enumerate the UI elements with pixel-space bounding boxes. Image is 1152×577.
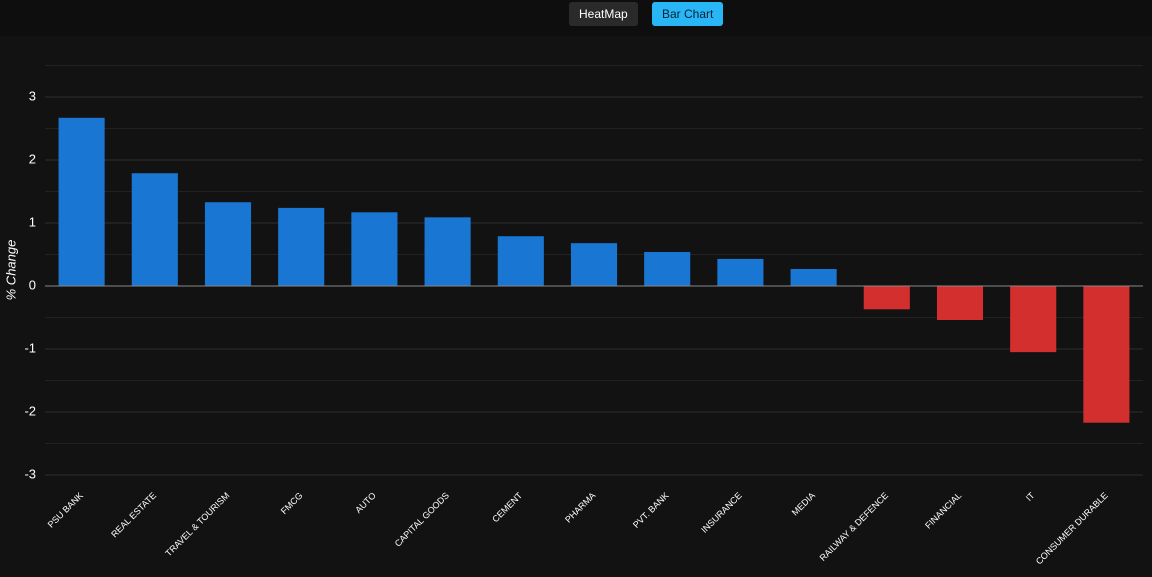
x-tick-label: CAPITAL GOODS xyxy=(393,490,451,548)
bar xyxy=(131,173,178,286)
y-tick-label: 1 xyxy=(29,214,36,229)
x-tick-label: FMCG xyxy=(279,490,305,516)
x-tick-label: IT xyxy=(1024,490,1037,503)
y-tick-label: -1 xyxy=(24,340,36,355)
grid: -3 -2 -1 0 1 2 3 xyxy=(24,65,1143,481)
y-axis-label: % Change xyxy=(3,240,18,301)
y-tick-label: 0 xyxy=(29,277,36,292)
y-tick-label: -3 xyxy=(24,466,36,481)
x-tick-label: CEMENT xyxy=(490,490,524,524)
bar xyxy=(497,236,544,286)
bar xyxy=(1010,286,1057,353)
x-tick-label: FINANCIAL xyxy=(923,490,963,530)
x-tick-label: CONSUMER DURABLE xyxy=(1034,490,1110,566)
heatmap-button[interactable]: HeatMap xyxy=(569,2,638,26)
x-tick-label: AUTO xyxy=(353,490,378,515)
bar xyxy=(58,117,105,286)
bar xyxy=(1083,286,1130,423)
bar xyxy=(936,286,984,321)
bar xyxy=(570,243,618,286)
x-tick-label: PSU BANK xyxy=(46,490,85,529)
chart: % Change -3 -2 -1 0 1 2 3 PSU BANK REAL ESTATE TR… xyxy=(3,65,1143,566)
bar xyxy=(717,258,764,286)
bar xyxy=(278,207,325,286)
x-tick-label: PHARMA xyxy=(563,490,597,524)
bar xyxy=(644,251,691,286)
bar xyxy=(424,217,471,286)
y-tick-label: 3 xyxy=(29,88,36,103)
y-tick-label: -2 xyxy=(24,403,36,418)
x-tick-label: MEDIA xyxy=(790,490,817,517)
bar xyxy=(863,286,910,310)
x-tick-label: PVT. BANK xyxy=(631,490,671,530)
x-tick-label: TRAVEL & TOURISM xyxy=(163,490,231,558)
y-tick-label: 2 xyxy=(29,151,36,166)
x-tick-label: REAL ESTATE xyxy=(109,490,158,539)
bar xyxy=(790,268,837,286)
toolbar: HeatMap Bar Chart xyxy=(0,0,1152,36)
x-tick-label: INSURANCE xyxy=(699,490,744,535)
bar xyxy=(351,212,398,286)
x-tick-label: RAILWAY & DEFENCE xyxy=(818,490,891,563)
bar-chart-button[interactable]: Bar Chart xyxy=(652,2,724,26)
bar xyxy=(204,202,252,286)
